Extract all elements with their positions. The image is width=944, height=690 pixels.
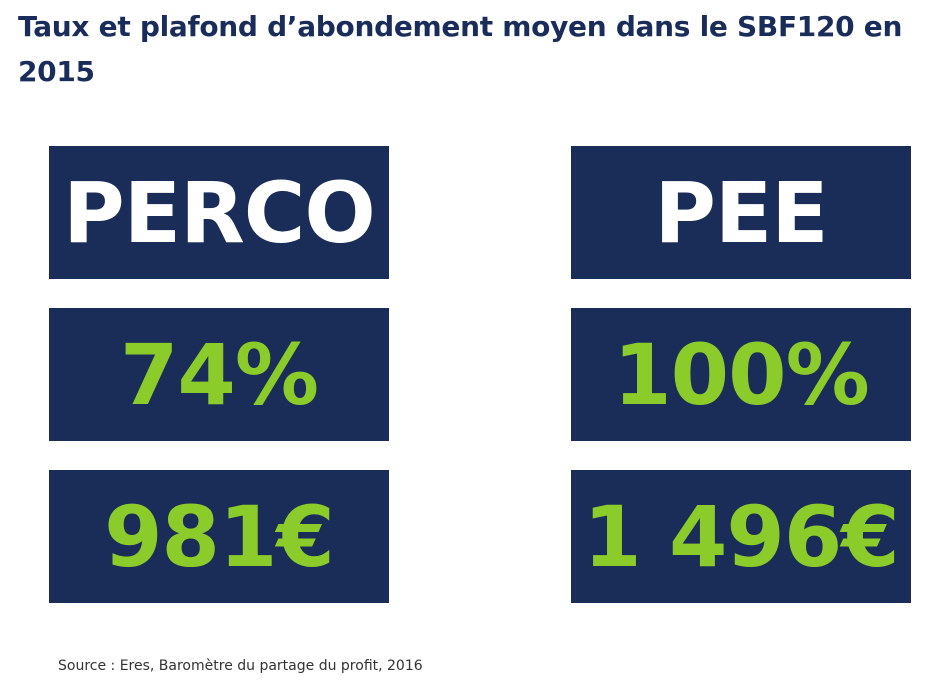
pee-header-tile: PEE xyxy=(571,146,911,279)
perco-header-tile: PERCO xyxy=(49,146,389,279)
column-pee: PEE 100% 1 496€ xyxy=(571,146,911,632)
pee-cap-tile: 1 496€ xyxy=(571,470,911,603)
perco-rate-tile: 74% xyxy=(49,308,389,441)
source-note: Source : Eres, Baromètre du partage du p… xyxy=(58,658,423,674)
page-title: Taux et plafond d’abondement moyen dans … xyxy=(18,10,903,88)
pee-rate-tile: 100% xyxy=(571,308,911,441)
perco-cap-tile: 981€ xyxy=(49,470,389,603)
column-perco: PERCO 74% 981€ xyxy=(49,146,389,632)
